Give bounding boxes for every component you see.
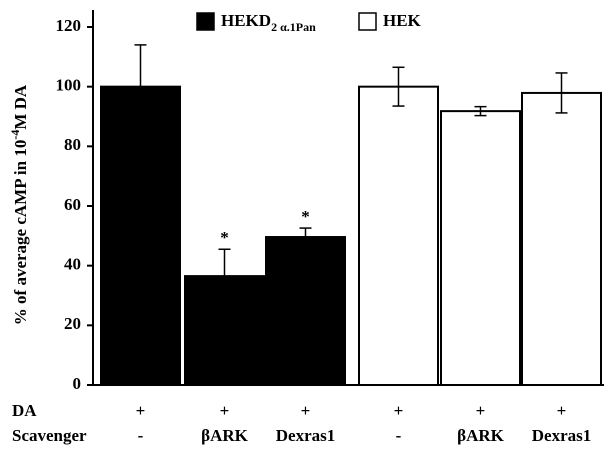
x-tick-label: βARK: [201, 426, 249, 445]
row-label: DA: [12, 401, 37, 420]
error-bar: [218, 248, 231, 277]
x-tick-label: +: [136, 401, 146, 420]
bar: [100, 85, 181, 387]
y-axis-label: % of average cAMP in 10-4M DA: [8, 84, 30, 325]
legend-label: HEKD2 α.1Pan: [221, 11, 316, 34]
legend-swatch: [358, 12, 377, 31]
x-tick-label: βARK: [457, 426, 505, 445]
x-tick-label: +: [557, 401, 567, 420]
legend-label: HEK: [383, 11, 422, 30]
y-label-text: % of average cAMP in 10: [11, 140, 30, 326]
row-label: Scavenger: [12, 426, 87, 445]
legend-name: HEK: [383, 11, 422, 30]
bar: [440, 110, 521, 386]
error-bar: [555, 72, 568, 114]
x-tick-label: -: [396, 426, 402, 445]
y-label-after: M DA: [11, 84, 30, 130]
significance: *: [220, 228, 229, 247]
x-tick-label: Dexras1: [532, 426, 591, 445]
y-tick-label: 100: [56, 76, 82, 95]
error-bar: [134, 44, 147, 87]
legend-name: HEKD: [221, 11, 271, 30]
error-bar: [474, 105, 487, 117]
y-label-sup: -4: [8, 130, 22, 140]
bar: [521, 91, 602, 386]
legend-swatch: [196, 12, 215, 31]
error-bar: [392, 66, 405, 107]
y-tick-label: 120: [56, 16, 82, 35]
bar: [184, 275, 265, 387]
x-tick-label: -: [138, 426, 144, 445]
bar: [358, 85, 439, 387]
y-tick-label: 80: [64, 135, 81, 154]
legend-subscript: 2 α.1Pan: [271, 20, 316, 34]
y-tick-label: 60: [64, 195, 81, 214]
error-bar: [299, 227, 312, 238]
x-tick-label: +: [476, 401, 486, 420]
x-tick-label: +: [394, 401, 404, 420]
y-tick-label: 20: [64, 314, 81, 333]
x-tick-label: +: [301, 401, 311, 420]
y-tick-label: 40: [64, 255, 81, 274]
x-tick-label: Dexras1: [276, 426, 335, 445]
bar: [265, 236, 346, 386]
y-tick-label: 0: [73, 374, 82, 393]
x-tick-label: +: [220, 401, 230, 420]
significance: *: [301, 207, 310, 226]
